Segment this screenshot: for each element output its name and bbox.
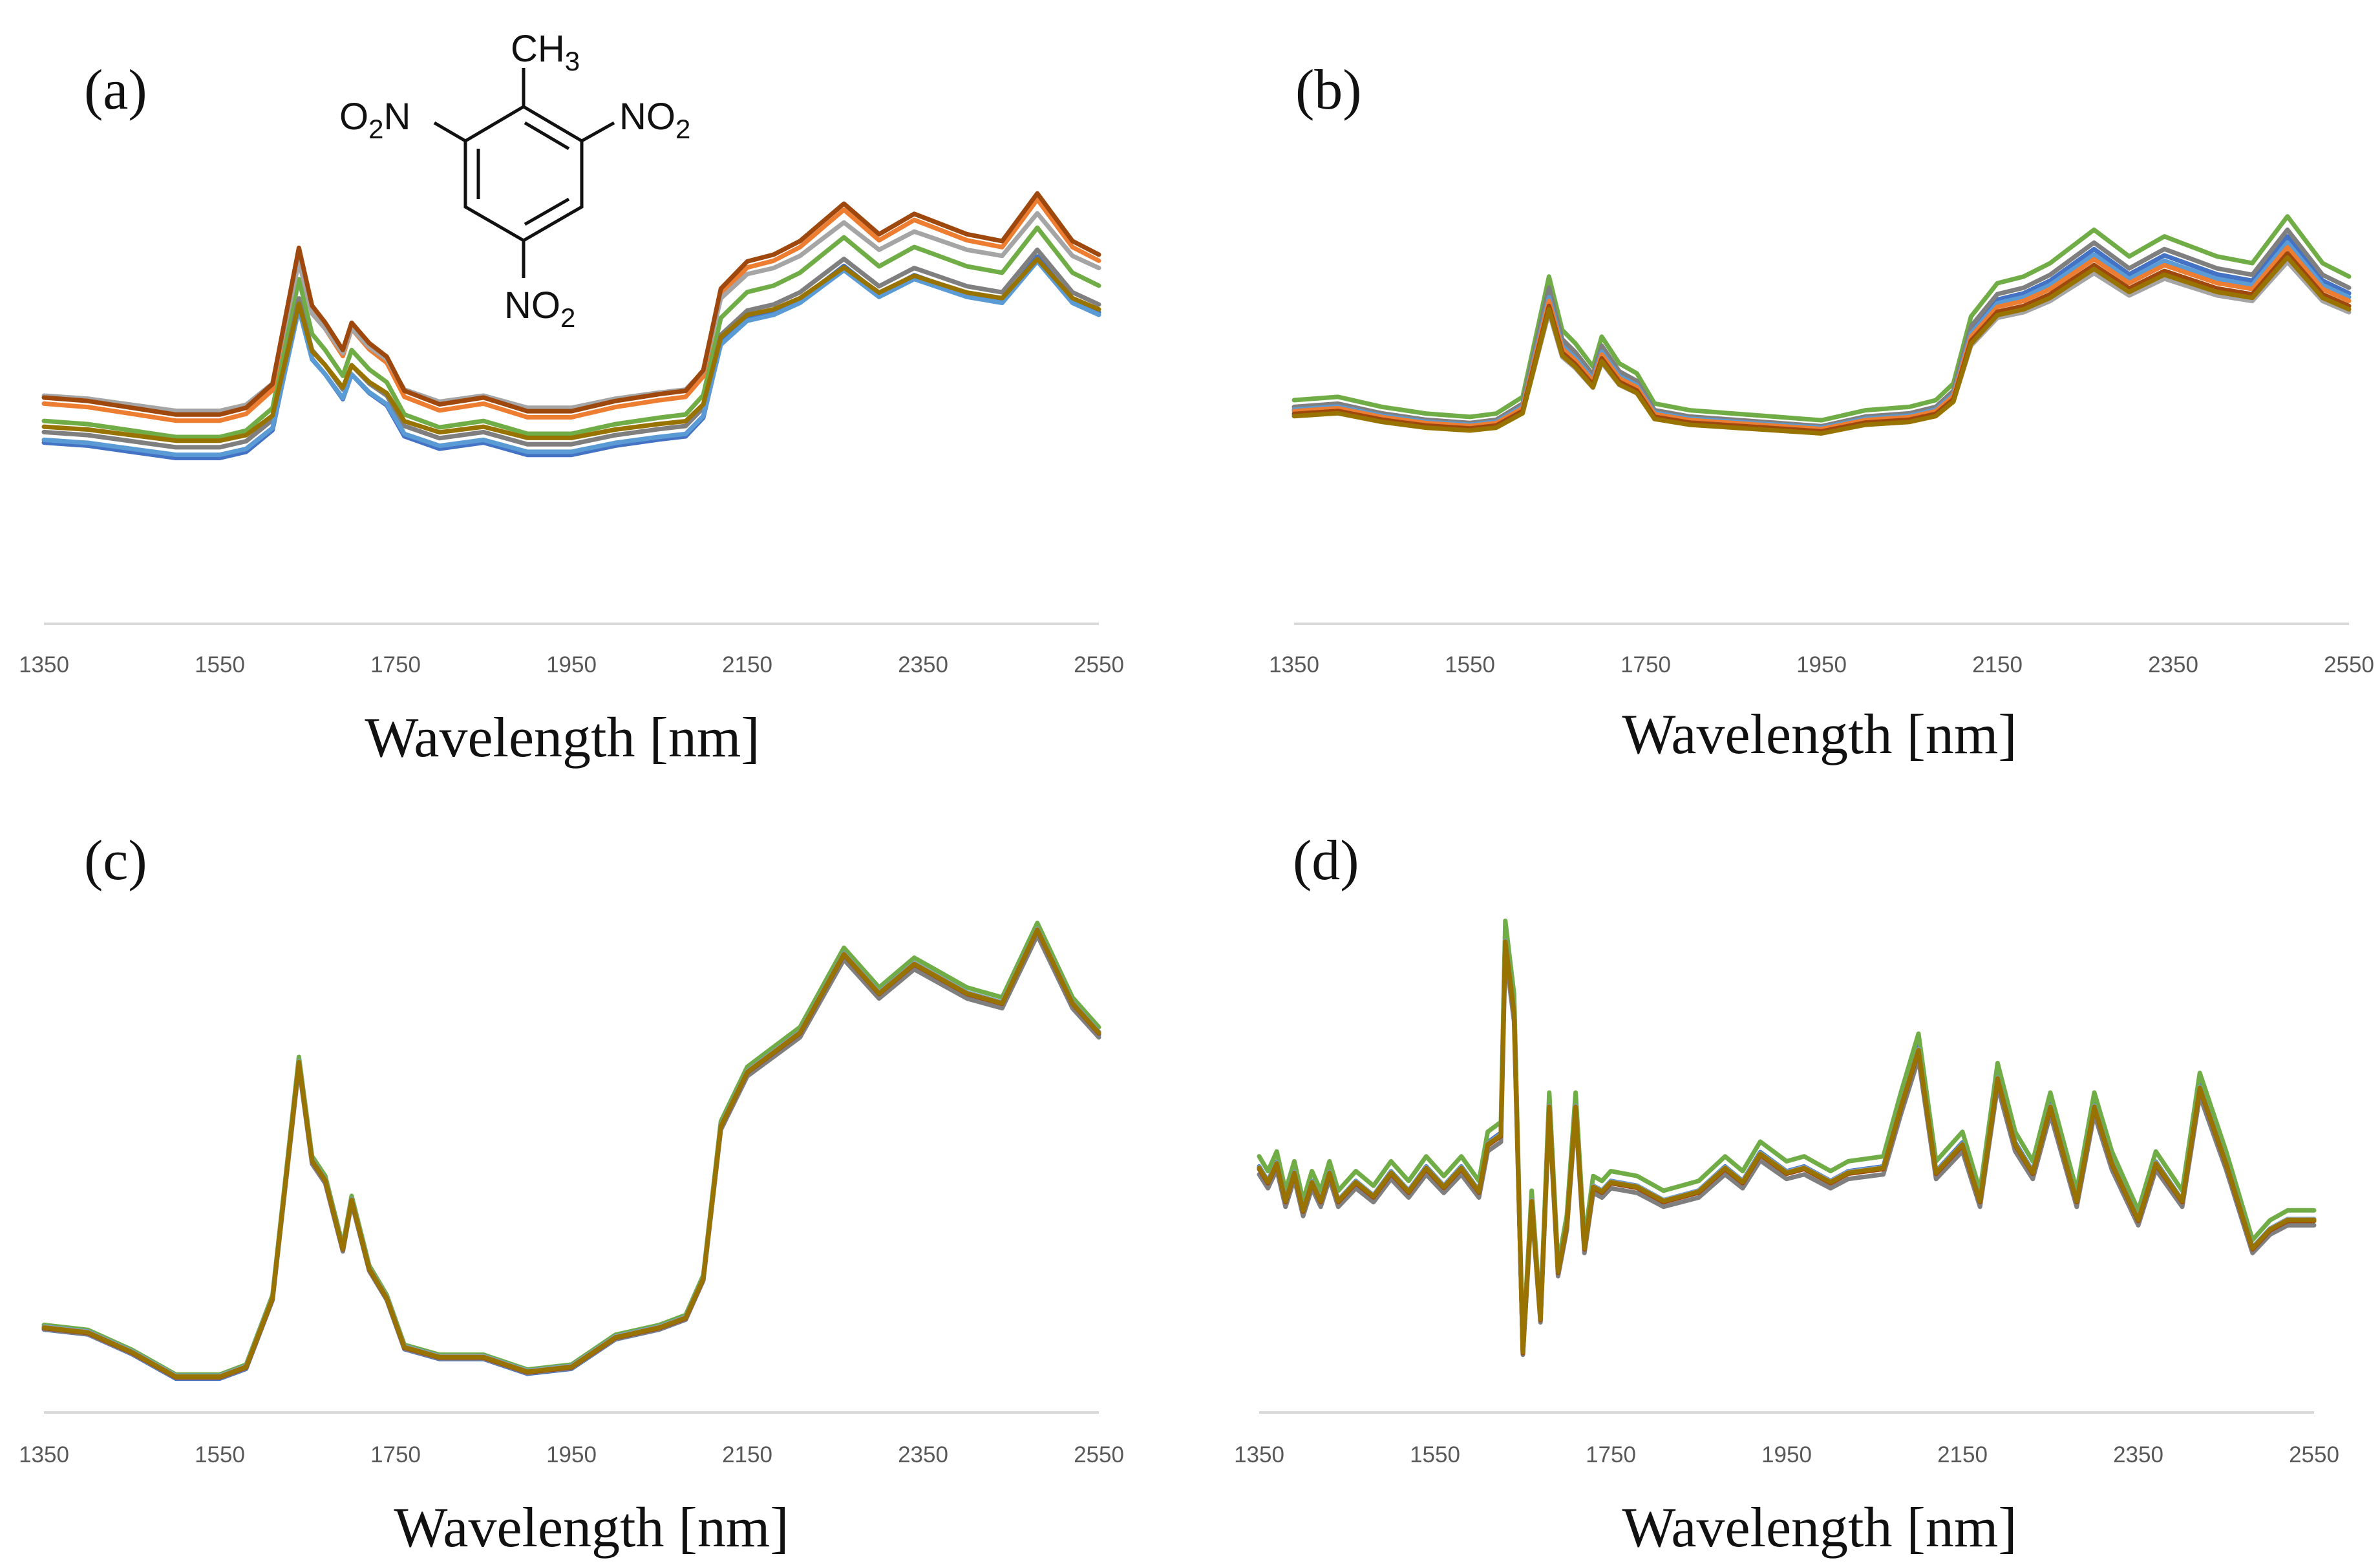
x-tick-label-d: 1350: [1234, 1442, 1284, 1467]
series-line-d-s2: [1257, 918, 2317, 1350]
x-tick-labels-c: 1350 1550 1750 1950 2150 2350 2550: [19, 1442, 1124, 1467]
x-tick-label-d: 2550: [2289, 1442, 2339, 1467]
x-tick-label-c: 2150: [722, 1442, 772, 1467]
series-line-d-s5: [1257, 939, 2317, 1355]
series-group-c: [41, 921, 1101, 1381]
x-tick-label-a: 1550: [195, 652, 245, 677]
series-line-c-s3: [41, 933, 1101, 1380]
x-tick-label-a: 2150: [722, 652, 772, 677]
panel-b: (b) 1350 1550 1750 1950 2150 2350 2550 Wavelen…: [1269, 59, 2374, 766]
series-line-c-s1: [41, 929, 1101, 1381]
x-tick-label-d: 2350: [2113, 1442, 2163, 1467]
x-tick-label-c: 1350: [19, 1442, 69, 1467]
series-group-b: [1291, 214, 2352, 436]
series-line-a-s3: [41, 247, 1101, 450]
panel-d: (d) 1350 1550 1750 1950 2150 2350 2550 Wavelen…: [1234, 829, 2339, 1559]
series-line-c-s4: [41, 926, 1101, 1378]
series-line-a-s5: [41, 197, 1101, 423]
series-line-b-s6: [1291, 259, 2352, 435]
series-line-b-s3: [1291, 227, 2352, 429]
x-axis-title-b: Wavelength [nm]: [1622, 703, 2017, 766]
series-line-c-s5: [41, 927, 1101, 1380]
x-tick-label-c: 1550: [195, 1442, 245, 1467]
x-tick-label-c: 2350: [898, 1442, 948, 1467]
series-line-c-s2: [41, 921, 1101, 1377]
series-line-b-s7: [1291, 251, 2352, 434]
x-tick-labels-b: 1350 1550 1750 1950 2150 2350 2550: [1269, 652, 2374, 677]
series-line-c-s7: [41, 928, 1101, 1380]
molecule-structure: CH3 O2N NO2 NO2: [339, 28, 690, 333]
x-axis-title-c: Wavelength [nm]: [394, 1497, 789, 1559]
series-line-a-s7: [41, 191, 1101, 417]
series-line-d-s1: [1257, 933, 2317, 1357]
series-line-c-s8: [41, 927, 1101, 1380]
x-tick-label-b: 2150: [1972, 652, 2023, 677]
methyl-label: CH3: [511, 28, 580, 76]
panel-c: (c) 1350 1550 1750 1950 2150 2350 2550 Wavelen…: [19, 829, 1124, 1559]
x-axis-title-d: Wavelength [nm]: [1622, 1497, 2017, 1559]
series-group-d: [1257, 918, 2317, 1358]
x-tick-label-a: 1750: [370, 652, 421, 677]
x-tick-labels-a: 1350 1550 1750 1950 2150 2350 2550: [19, 652, 1124, 677]
panel-label-a: (a): [84, 59, 147, 122]
x-tick-label-c: 1950: [546, 1442, 597, 1467]
series-line-a-s8: [41, 257, 1101, 443]
series-line-b-s1: [1291, 234, 2352, 432]
bond-nitro-right: [580, 121, 615, 143]
series-line-a-s2: [41, 225, 1101, 440]
x-tick-label-a: 1350: [19, 652, 69, 677]
series-line-c-s6: [41, 926, 1101, 1379]
nitro-right-label: NO2: [619, 96, 690, 144]
benzene-ring: [463, 105, 584, 242]
series-line-b-s5: [1291, 245, 2352, 432]
series-line-d-s7: [1257, 940, 2317, 1356]
x-tick-label-b: 2350: [2148, 652, 2198, 677]
x-tick-label-d: 1750: [1586, 1442, 1636, 1467]
inner-double-bond-2: [524, 197, 570, 226]
series-line-d-s6: [1257, 939, 2317, 1354]
x-tick-label-b: 1350: [1269, 652, 1319, 677]
x-axis-title-a: Wavelength [nm]: [365, 707, 760, 769]
nitro-left-label: O2N: [339, 96, 410, 144]
x-tick-label-b: 2550: [2324, 652, 2374, 677]
x-tick-label-a: 2550: [1074, 652, 1124, 677]
series-line-b-s2: [1291, 214, 2352, 423]
nitro-bottom-label: NO2: [504, 284, 575, 333]
series-line-d-s8: [1257, 939, 2317, 1355]
x-tick-label-c: 2550: [1074, 1442, 1124, 1467]
series-line-a-s4: [41, 259, 1101, 457]
x-tick-label-b: 1550: [1445, 652, 1495, 677]
x-tick-label-c: 1750: [370, 1442, 421, 1467]
series-line-d-s4: [1257, 938, 2317, 1354]
bond-nitro-left: [433, 121, 467, 143]
x-tick-label-b: 1950: [1796, 652, 1847, 677]
x-tick-label-d: 2150: [1937, 1442, 1988, 1467]
x-tick-label-b: 1750: [1620, 652, 1671, 677]
inner-double-bond-1: [524, 121, 570, 151]
panel-label-d: (d): [1293, 829, 1359, 892]
series-line-b-s4: [1291, 240, 2352, 431]
x-tick-label-d: 1950: [1761, 1442, 1812, 1467]
panel-a: (a) 1350 1550 1750 1950 2150 2350 2550 Wavelen…: [19, 59, 1124, 769]
panel-label-b: (b): [1295, 59, 1362, 122]
x-tick-label-d: 1550: [1410, 1442, 1460, 1467]
series-line-b-s8: [1291, 255, 2352, 436]
x-tick-label-a: 1950: [546, 652, 597, 677]
series-group-a: [41, 191, 1101, 460]
panel-label-c: (c): [84, 829, 147, 892]
x-tick-label-a: 2350: [898, 652, 948, 677]
x-tick-labels-d: 1350 1550 1750 1950 2150 2350 2550: [1234, 1442, 2339, 1467]
